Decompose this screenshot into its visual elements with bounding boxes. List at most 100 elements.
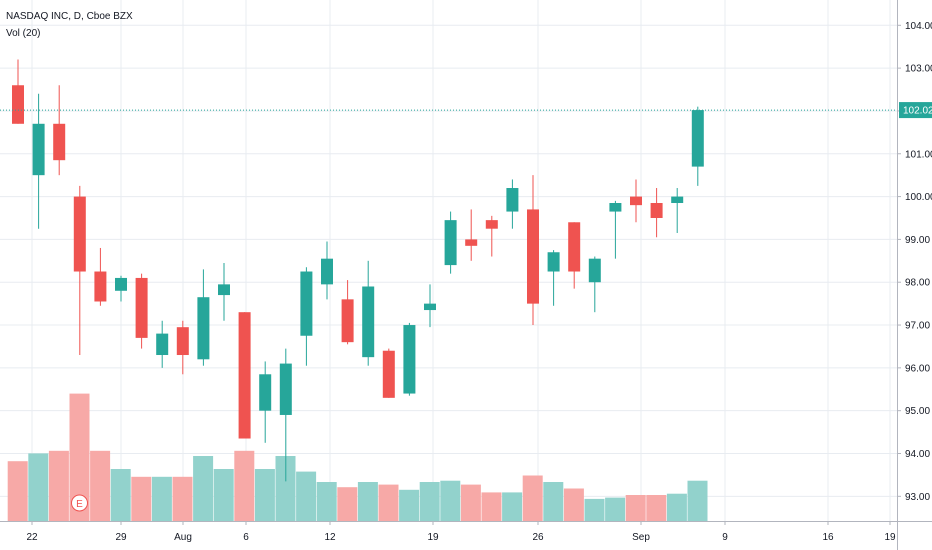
candle-body: [547, 252, 560, 272]
volume-bar: [7, 461, 28, 521]
earnings-marker-icon: [71, 494, 88, 512]
price-axis-label: 104.00: [905, 21, 932, 32]
volume-bar: [234, 450, 255, 521]
candle-body: [73, 196, 86, 272]
volume-bar: [213, 469, 234, 521]
candle-body: [218, 284, 230, 296]
candle-body: [465, 239, 478, 246]
price-axis-label: 94.00: [905, 449, 930, 460]
volume-bar: [502, 492, 523, 521]
volume-bar: [357, 482, 378, 521]
candles: [12, 59, 704, 482]
volume-bar: [440, 480, 461, 521]
volume-bar: [646, 495, 667, 521]
candle-body: [156, 333, 169, 356]
volume-bar: [584, 498, 605, 521]
volume-bar: [666, 493, 687, 521]
volume-bar: [378, 484, 399, 521]
volume-bar: [275, 456, 296, 521]
time-axis-label: 19: [427, 532, 439, 543]
candle-body: [32, 123, 45, 176]
price-axis-label: 103.00: [905, 64, 932, 75]
candle-body: [300, 271, 313, 336]
volume-bar: [522, 475, 543, 521]
volume-bar: [316, 482, 337, 521]
candle-body: [135, 277, 148, 338]
volume-bar: [625, 495, 646, 521]
chart-title: NASDAQ INC, D, Cboe BZX: [6, 11, 133, 22]
volume-bar: [110, 469, 131, 521]
time-axis-label: 6: [243, 532, 249, 543]
price-axis-label: 99.00: [905, 235, 930, 246]
candle-body: [259, 374, 272, 411]
volume-legend: Vol (20): [6, 28, 41, 39]
volume-bar: [605, 497, 626, 521]
volume-bar: [172, 476, 193, 521]
time-axis-label: Aug: [174, 532, 192, 543]
candle-body: [588, 258, 601, 283]
candle-body: [691, 110, 704, 167]
candle-body: [341, 299, 354, 343]
price-axis-label: 96.00: [905, 363, 930, 374]
candle-body: [94, 271, 107, 302]
last-price-badge: [899, 102, 932, 119]
candle-body: [321, 258, 333, 285]
candle-body: [506, 188, 519, 212]
volume-bar: [687, 480, 708, 521]
volume-bar: [337, 487, 358, 521]
price-axis-label: 98.00: [905, 278, 930, 289]
candle-body: [403, 325, 416, 394]
volume-bar: [69, 393, 90, 521]
candle-body: [444, 220, 457, 266]
candle-body: [424, 303, 436, 311]
price-axis-label: 97.00: [905, 321, 930, 332]
price-axis-label: 100.00: [905, 192, 932, 203]
time-axis-label: Sep: [632, 532, 650, 543]
candle-body: [630, 196, 642, 206]
time-axis-label: 26: [532, 532, 544, 543]
time-axis-label: 16: [822, 532, 834, 543]
volume-bar: [90, 450, 111, 521]
price-axis-label: 95.00: [905, 406, 930, 417]
time-axis-label: 29: [115, 532, 127, 543]
time-axis-label: 9: [722, 532, 728, 543]
volume-bars: E: [7, 393, 708, 521]
volume-bar: [151, 476, 172, 521]
candle-body: [609, 203, 622, 212]
candle-body: [650, 203, 663, 218]
volume-bar: [481, 492, 502, 521]
candle-body: [568, 222, 581, 272]
volume-bar: [399, 489, 420, 521]
volume-bar: [563, 488, 584, 521]
volume-bar: [543, 482, 564, 521]
candle-body: [176, 327, 189, 356]
volume-bar: [131, 476, 152, 521]
candle-body: [12, 85, 24, 124]
volume-bar: [296, 471, 317, 521]
candle-body: [485, 220, 498, 229]
candle-body: [527, 209, 539, 304]
candle-body: [671, 196, 684, 204]
volume-bar: [254, 469, 275, 521]
price-axis-label: 93.00: [905, 492, 930, 503]
volume-bar: [48, 450, 69, 521]
volume-bar: [460, 484, 481, 521]
candle-body: [115, 277, 127, 291]
candle-body: [279, 363, 292, 415]
candle-body: [382, 350, 395, 398]
volume-bar: [193, 456, 214, 521]
time-axis-label: 22: [26, 532, 38, 543]
volume-bar: [419, 482, 440, 521]
earnings-marker-label: E: [76, 499, 83, 510]
candle-body: [362, 286, 375, 358]
candle-body: [238, 312, 251, 439]
time-axis-label: 12: [324, 532, 336, 543]
time-axis-label: 19: [884, 532, 896, 543]
candle-body: [53, 123, 66, 161]
last-price-label: 102.02: [903, 106, 932, 117]
candle-body: [197, 297, 210, 360]
price-axis-label: 101.00: [905, 149, 932, 160]
